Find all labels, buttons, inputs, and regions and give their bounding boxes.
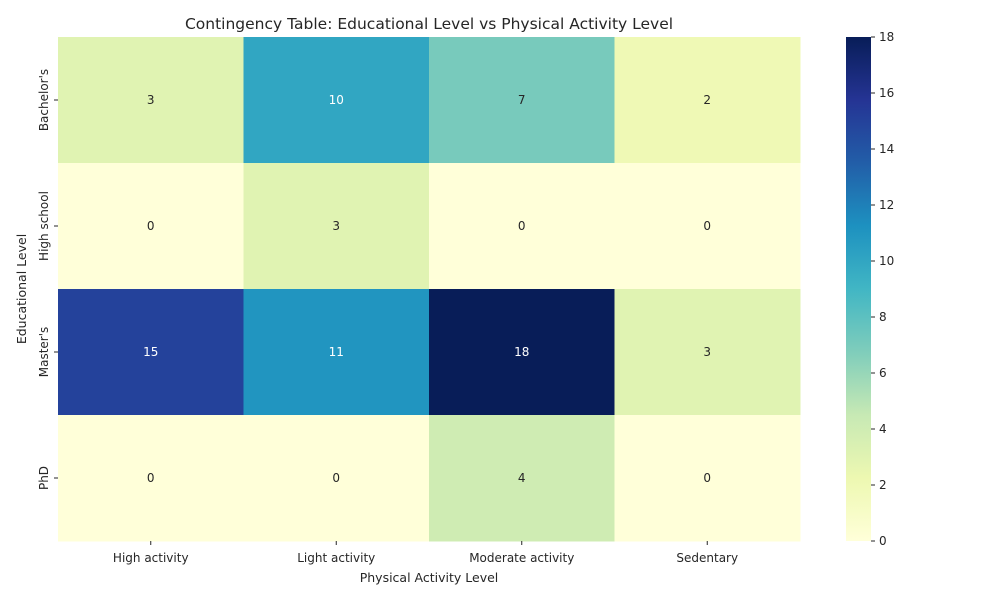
heatmap-cell (614, 415, 801, 542)
colorbar-tick-label: 12 (879, 198, 894, 212)
colorbar-tick-label: 0 (879, 534, 887, 548)
heatmap-cell (243, 289, 430, 416)
cell-value-label: 0 (147, 219, 155, 233)
y-axis-label: Educational Level (14, 234, 29, 344)
heatmap-cell (614, 289, 801, 416)
cell-value-label: 3 (703, 345, 711, 359)
cell-value-label: 0 (703, 471, 711, 485)
colorbar-tick-label: 2 (879, 478, 887, 492)
cell-value-label: 3 (147, 93, 155, 107)
heatmap-cells (58, 37, 801, 542)
cell-value-label: 2 (703, 93, 711, 107)
heatmap-cell (58, 163, 244, 290)
heatmap-cell (58, 415, 244, 542)
colorbar-tick-label: 4 (879, 422, 887, 436)
y-tick-label: Bachelor's (37, 69, 51, 131)
y-axis-ticks: Bachelor's High school Master's PhD (37, 69, 58, 490)
cell-value-label: 3 (332, 219, 340, 233)
colorbar-tick-label: 18 (879, 30, 894, 44)
heatmap-cell (243, 37, 430, 164)
colorbar-tick-label: 16 (879, 86, 894, 100)
cell-value-label: 7 (518, 93, 526, 107)
colorbar (846, 37, 871, 541)
heatmap-cell (429, 289, 615, 416)
heatmap-cell (614, 163, 801, 290)
cell-value-label: 0 (332, 471, 340, 485)
heatmap-cell (58, 289, 244, 416)
colorbar-ticks: 0 2 4 6 8 10 12 14 16 18 (871, 30, 894, 548)
colorbar-tick-label: 14 (879, 142, 894, 156)
x-tick-label: Sedentary (676, 551, 738, 565)
heatmap-cell (429, 415, 615, 542)
heatmap-cell (429, 37, 615, 164)
x-tick-label: High activity (113, 551, 189, 565)
cell-value-label: 15 (143, 345, 158, 359)
chart-title: Contingency Table: Educational Level vs … (185, 15, 673, 33)
cell-value-label: 10 (329, 93, 344, 107)
heatmap-cell (429, 163, 615, 290)
y-tick-label: PhD (37, 466, 51, 490)
x-axis-label: Physical Activity Level (360, 570, 499, 585)
y-tick-label: High school (37, 191, 51, 261)
colorbar-tick-label: 10 (879, 254, 894, 268)
heatmap-cell (614, 37, 801, 164)
colorbar-tick-label: 6 (879, 366, 887, 380)
cell-value-label: 0 (518, 219, 526, 233)
y-tick-label: Master's (37, 327, 51, 378)
cell-annotations: 3 10 7 2 0 3 0 0 15 11 18 3 0 0 4 0 (143, 93, 711, 485)
x-tick-label: Moderate activity (469, 551, 574, 565)
x-tick-label: Light activity (297, 551, 375, 565)
heatmap-cell (243, 415, 430, 542)
cell-value-label: 0 (147, 471, 155, 485)
colorbar-tick-label: 8 (879, 310, 887, 324)
cell-value-label: 4 (518, 471, 526, 485)
cell-value-label: 11 (329, 345, 344, 359)
x-axis-ticks: High activity Light activity Moderate acti… (113, 541, 738, 565)
heatmap-cell (243, 163, 430, 290)
cell-value-label: 18 (514, 345, 529, 359)
cell-value-label: 0 (703, 219, 711, 233)
heatmap-cell (58, 37, 244, 164)
